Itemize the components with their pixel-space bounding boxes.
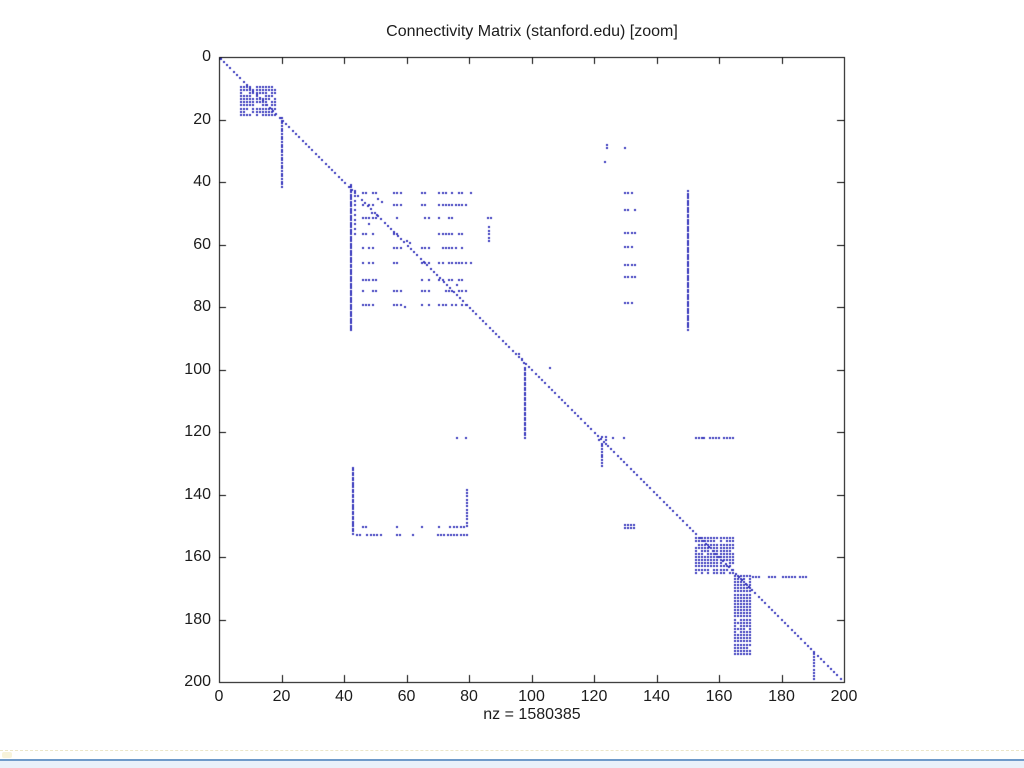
y-tick-label: 120 bbox=[184, 423, 211, 440]
window-edge-border bbox=[0, 759, 1024, 761]
x-tick-label: 100 bbox=[518, 688, 545, 705]
x-tick-label: 40 bbox=[335, 688, 353, 705]
y-tick-label: 200 bbox=[184, 673, 211, 690]
window-edge-dotted-line bbox=[0, 750, 1024, 751]
window-edge-fill bbox=[0, 761, 1024, 768]
x-tick-label: 160 bbox=[705, 688, 733, 705]
x-tick-label: 200 bbox=[830, 688, 858, 705]
x-axis-label: nz = 1580385 bbox=[483, 706, 581, 723]
y-tick-label: 100 bbox=[184, 360, 211, 378]
plot-title: Connectivity Matrix (stanford.edu) [zoom… bbox=[386, 23, 678, 40]
x-tick-label: 0 bbox=[214, 688, 224, 705]
x-tick-label: 20 bbox=[272, 688, 291, 705]
background-window-top-edge[interactable] bbox=[0, 748, 1024, 768]
y-tick-label: 80 bbox=[193, 298, 211, 315]
x-tick-label: 120 bbox=[580, 688, 608, 705]
y-tick-label: 180 bbox=[184, 610, 211, 628]
y-tick-label: 20 bbox=[193, 110, 211, 128]
y-tick-label: 60 bbox=[193, 235, 211, 253]
x-tick-label: 180 bbox=[768, 688, 795, 705]
y-tick-label: 140 bbox=[184, 485, 211, 503]
x-tick-label: 80 bbox=[460, 688, 478, 705]
x-tick-label: 60 bbox=[397, 688, 416, 705]
y-tick-label: 0 bbox=[202, 48, 211, 65]
x-tick-label: 140 bbox=[643, 688, 670, 705]
y-tick-label: 40 bbox=[193, 173, 211, 190]
y-tick-label: 160 bbox=[184, 548, 211, 565]
window-edge-artifact bbox=[2, 752, 12, 758]
